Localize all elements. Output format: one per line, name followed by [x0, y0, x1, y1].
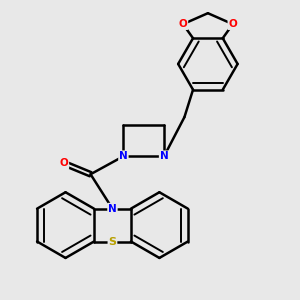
Text: N: N: [108, 204, 117, 214]
Text: O: O: [60, 158, 68, 168]
Text: O: O: [178, 19, 188, 29]
Text: N: N: [160, 151, 169, 161]
Text: S: S: [109, 236, 116, 247]
Text: N: N: [119, 151, 128, 161]
Text: O: O: [228, 19, 237, 29]
